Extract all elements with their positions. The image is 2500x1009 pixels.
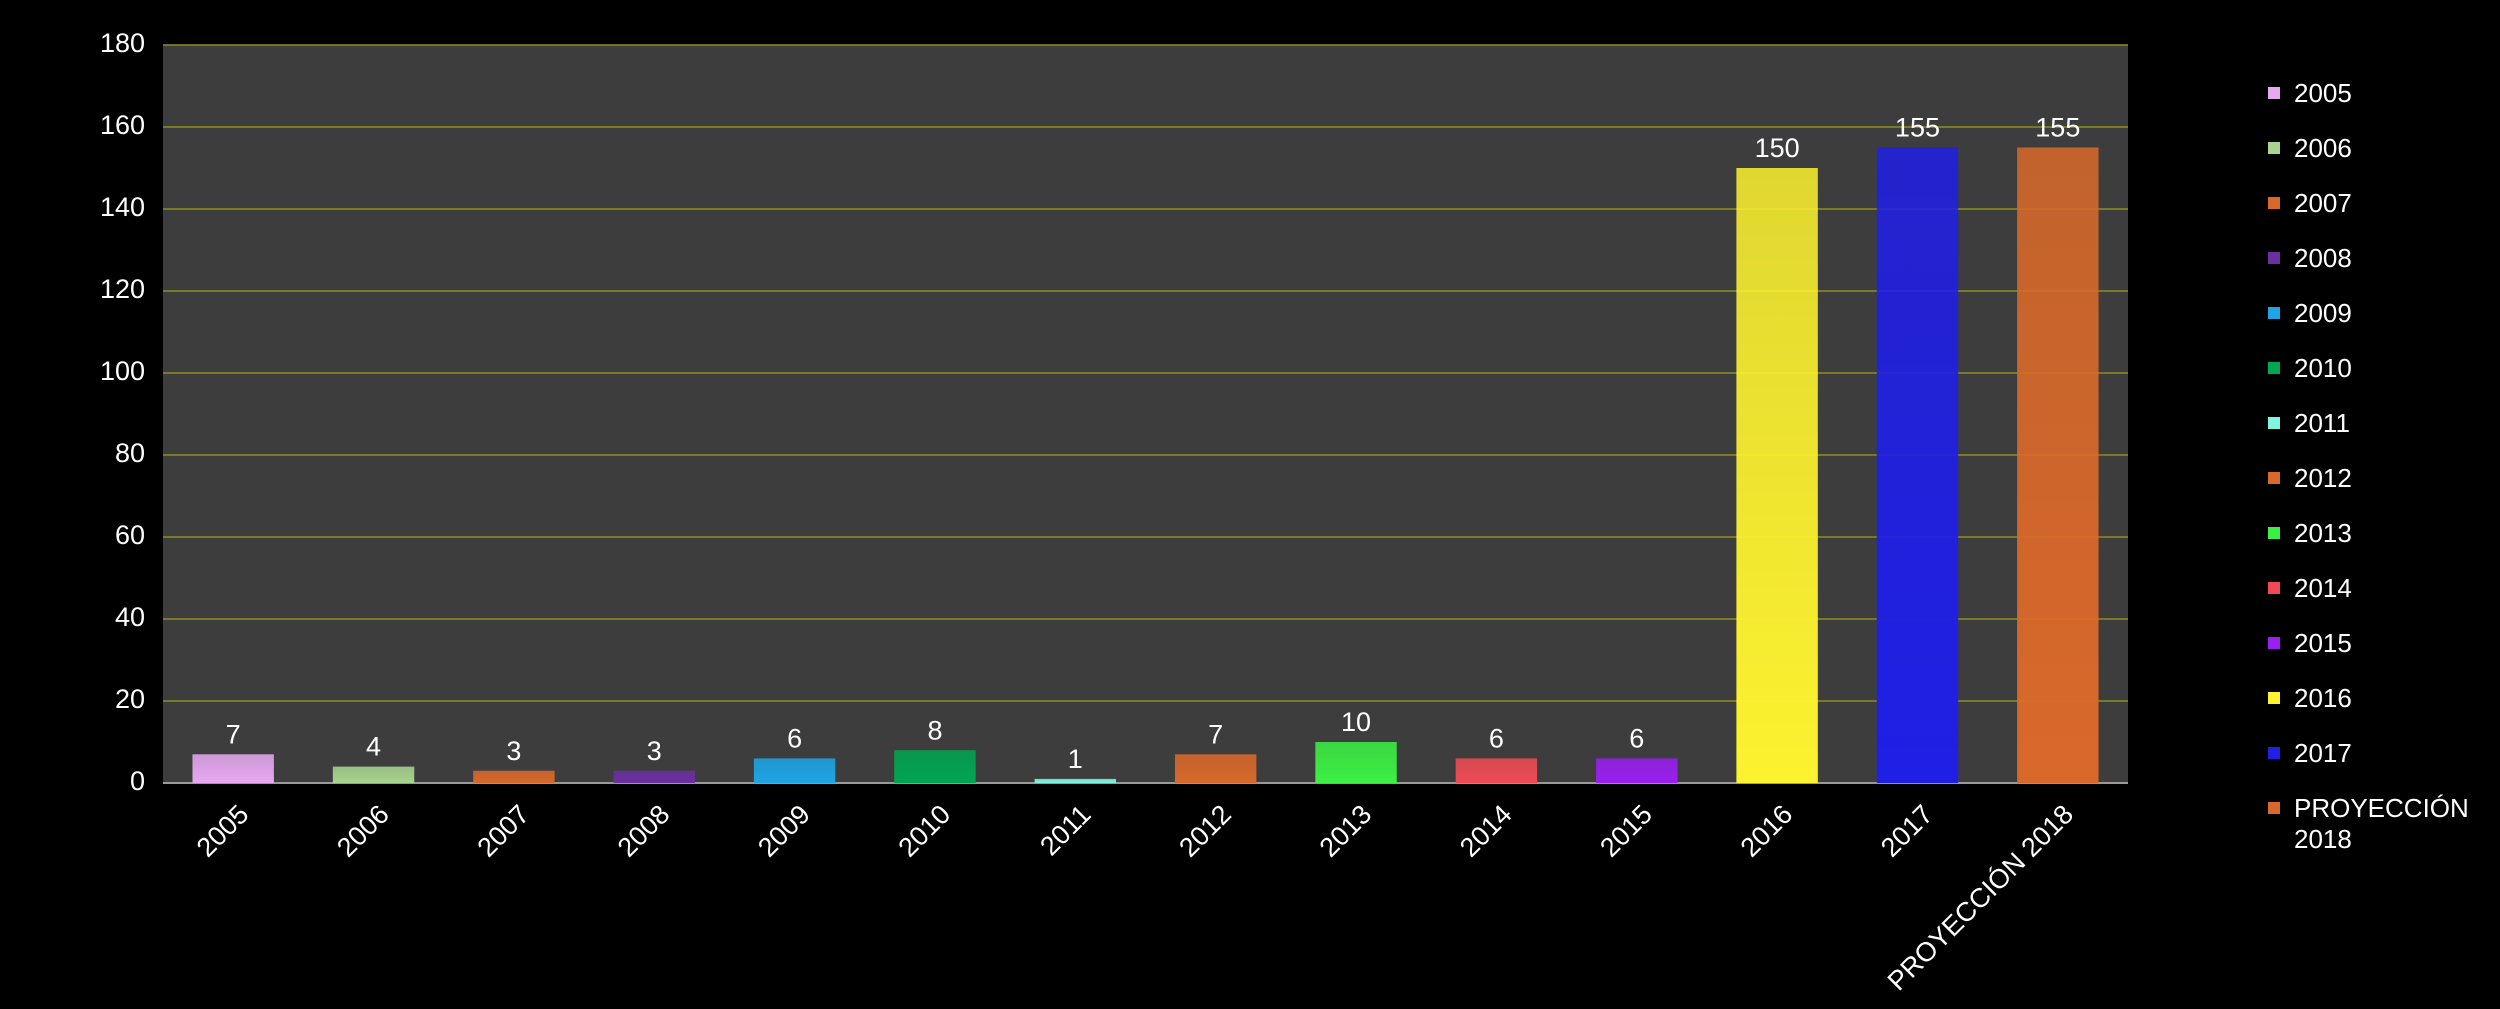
y-tick-label: 100 [100, 356, 145, 386]
legend-item: 2007 [2268, 188, 2478, 243]
data-label: 3 [506, 736, 521, 766]
bar [192, 754, 274, 783]
legend-label: 2013 [2294, 518, 2352, 548]
bar [1174, 754, 1257, 783]
bar [894, 750, 976, 783]
legend-label: 2016 [2294, 683, 2352, 713]
bar [1596, 758, 1678, 783]
x-tick-label: 2007 [471, 799, 535, 863]
bar [1315, 742, 1397, 783]
bar [332, 766, 415, 783]
y-tick-label: 140 [100, 192, 145, 222]
data-label: 7 [1208, 719, 1223, 749]
legend-item: 2015 [2268, 628, 2478, 683]
y-tick-label: 80 [115, 438, 145, 468]
legend-label: 2009 [2294, 298, 2352, 328]
chart: 0 20 40 60 80 100 120 140 160 180 2005 7 2006 4 2007 3 2… [100, 28, 2128, 996]
legend-item: 2010 [2268, 353, 2478, 408]
plot-area [163, 45, 2128, 783]
x-tick-label: 2010 [893, 799, 957, 863]
bar [1876, 147, 1959, 783]
legend-label: 2014 [2294, 573, 2352, 603]
bar [1736, 168, 1818, 783]
y-tick-label: 60 [115, 520, 145, 550]
legend-item: 2008 [2268, 243, 2478, 298]
legend-label: 2005 [2294, 78, 2352, 108]
legend-item: 2017 [2268, 738, 2478, 793]
y-tick-label: 120 [100, 274, 145, 304]
legend-swatch [2268, 472, 2280, 484]
data-label: 150 [1755, 133, 1800, 163]
legend-swatch [2268, 197, 2280, 209]
legend-item: PROYECCIÓN 2018 [2268, 793, 2478, 854]
data-label: 10 [1341, 707, 1371, 737]
y-tick-label: 0 [130, 766, 145, 796]
legend-item: 2009 [2268, 298, 2478, 353]
y-tick-label: 180 [100, 28, 145, 58]
data-label: 4 [366, 732, 381, 762]
x-tick-label: 2017 [1875, 799, 1939, 863]
bar [473, 770, 555, 783]
bar [613, 770, 695, 783]
bar [753, 758, 836, 783]
data-label: 6 [1629, 724, 1644, 754]
data-label: 155 [1895, 113, 1940, 143]
legend-swatch [2268, 417, 2280, 429]
data-label: 8 [927, 715, 942, 745]
legend-item: 2011 [2268, 408, 2478, 463]
x-tick-label: 2009 [752, 799, 816, 863]
x-tick-label: 2014 [1454, 799, 1518, 863]
x-tick-label: 2013 [1314, 799, 1378, 863]
legend-label: 2017 [2294, 738, 2352, 768]
legend-label: 2011 [2294, 408, 2350, 438]
data-label: 3 [647, 736, 662, 766]
legend: 2005 2006 2007 2008 2009 2010 2011 2012 2013 2014… [2268, 78, 2478, 854]
x-tick-label: 2015 [1594, 799, 1658, 863]
data-label: 7 [226, 719, 241, 749]
x-tick-label: 2011 [1034, 799, 1096, 861]
legend-label: 2012 [2294, 463, 2352, 493]
legend-label: 2010 [2294, 353, 2352, 383]
legend-item: 2012 [2268, 463, 2478, 518]
x-tick-label: 2006 [331, 799, 395, 863]
x-tick-label: 2012 [1173, 799, 1237, 863]
legend-label: 2006 [2294, 133, 2352, 163]
data-label: 6 [1489, 724, 1504, 754]
legend-swatch [2268, 802, 2280, 814]
x-tick-label: 2016 [1735, 799, 1799, 863]
legend-swatch [2268, 637, 2280, 649]
legend-swatch [2268, 307, 2280, 319]
x-tick-label: 2008 [612, 799, 676, 863]
legend-swatch [2268, 582, 2280, 594]
y-tick-label: 160 [100, 110, 145, 140]
bar [2017, 147, 2099, 783]
legend-item: 2016 [2268, 683, 2478, 738]
legend-item: 2005 [2268, 78, 2478, 133]
legend-item: 2006 [2268, 133, 2478, 188]
y-tick-label: 40 [115, 602, 145, 632]
legend-item: 2014 [2268, 573, 2478, 628]
legend-label: 2015 [2294, 628, 2352, 658]
x-tick-label: 2005 [191, 799, 255, 863]
legend-swatch [2268, 252, 2280, 264]
legend-label: PROYECCIÓN 2018 [2294, 793, 2469, 854]
legend-swatch [2268, 527, 2280, 539]
legend-item: 2013 [2268, 518, 2478, 573]
legend-label: 2008 [2294, 243, 2352, 273]
bar [1455, 758, 1538, 783]
legend-swatch [2268, 692, 2280, 704]
legend-swatch [2268, 362, 2280, 374]
legend-swatch [2268, 87, 2280, 99]
legend-swatch [2268, 747, 2280, 759]
data-label: 6 [787, 724, 802, 754]
data-label: 1 [1068, 744, 1083, 774]
bar [1034, 778, 1117, 783]
legend-label: 2007 [2294, 188, 2352, 218]
data-label: 155 [2035, 113, 2080, 143]
y-tick-label: 20 [115, 684, 145, 714]
legend-swatch [2268, 142, 2280, 154]
